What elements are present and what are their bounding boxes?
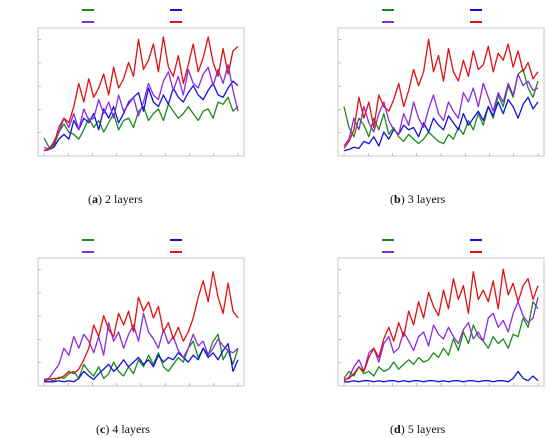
series-line-purple [43,64,239,151]
chart-panel-c: (c) 4 layers [0,230,250,436]
caption-letter: b [394,192,401,206]
caption-c: (c) 4 layers [96,422,150,436]
chart-panel-a: (a) 2 layers [0,0,250,206]
series-line-blue [43,80,239,152]
series-line-purple [43,312,239,381]
line-chart [37,239,245,387]
caption-letter: c [100,422,106,436]
series-line-blue [44,342,239,383]
line-chart [337,9,545,157]
caption-text: 2 layers [102,192,143,206]
caption-a: (a) 2 layers [88,192,143,206]
chart-panel-b: (b) 3 layers [300,0,550,206]
series-line-red [343,268,539,381]
line-chart [37,9,245,157]
series-line-red [43,270,239,382]
line-chart [337,239,545,387]
series-line-green [343,68,539,145]
caption-letter: a [92,192,98,206]
series-line-red [43,36,239,152]
series-line-purple [343,297,539,382]
series-line-blue [344,370,539,383]
series-line-blue [343,96,539,152]
caption-letter: d [394,422,401,436]
caption-text: 3 layers [404,192,446,206]
plot-frame [37,257,245,387]
caption-text: 5 layers [404,422,446,436]
series-line-red [343,38,539,149]
plot-frame [337,257,545,387]
chart-panel-d: (d) 5 layers [300,230,550,436]
caption-d: (d) 5 layers [390,422,446,436]
caption-text: 4 layers [109,422,150,436]
series-line-green [343,301,539,379]
caption-b: (b) 3 layers [390,192,446,206]
series-line-purple [343,73,539,147]
